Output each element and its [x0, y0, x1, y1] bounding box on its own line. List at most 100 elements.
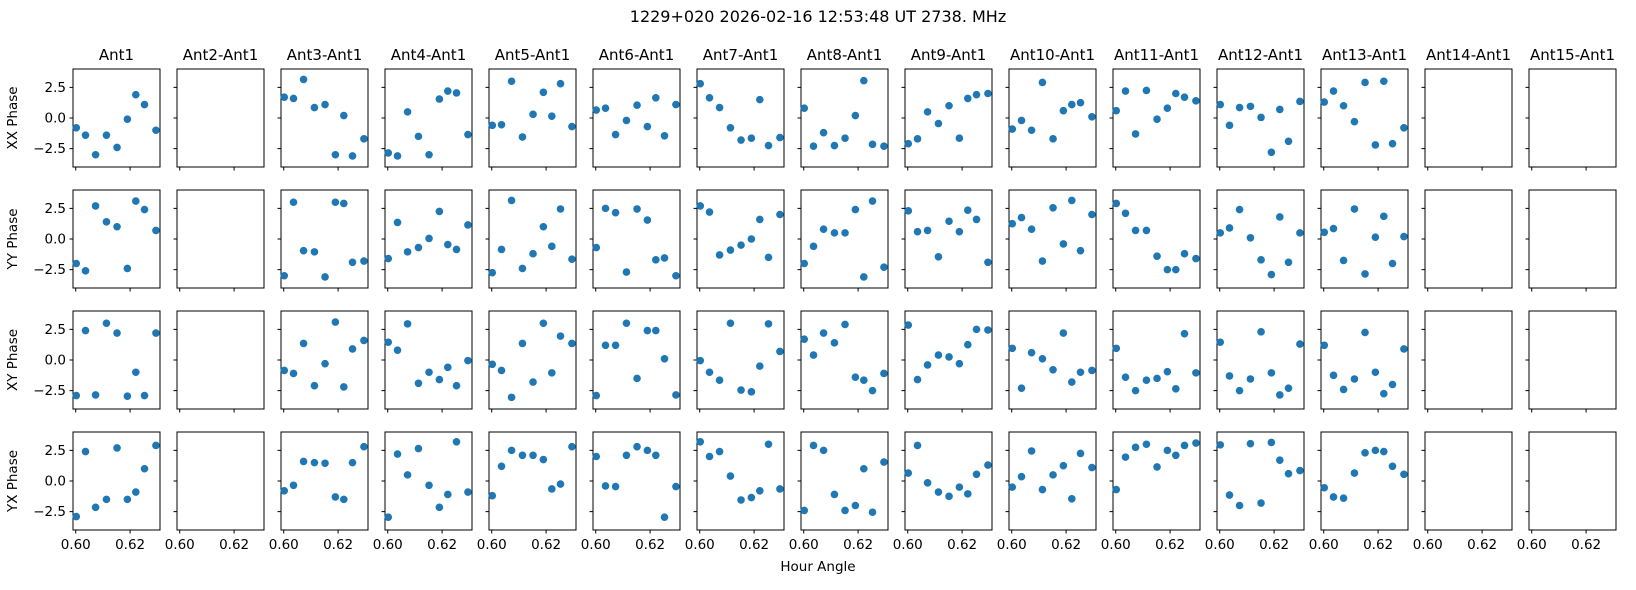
subplot-yx-phase-ant13-ant1: 0.60 0.62 — [1309, 431, 1409, 553]
data-point — [1339, 101, 1348, 110]
data-point — [726, 319, 735, 328]
subplot-xx-phase-ant6-ant1: Ant6-Ant1 — [589, 46, 681, 171]
x-tick-label: 0.62 — [1051, 537, 1081, 553]
x-tick-label: 0.62 — [947, 537, 977, 553]
subplot-frame — [1528, 310, 1617, 410]
data-point — [715, 447, 724, 456]
data-point — [1059, 329, 1068, 337]
subplot-xy-phase-ant7-ant1 — [693, 310, 785, 413]
data-point — [1284, 258, 1293, 267]
subplot-frame — [1320, 431, 1409, 531]
data-point — [984, 461, 992, 469]
data-point — [764, 440, 773, 449]
y-tick-label: 0.0 — [45, 474, 66, 490]
data-point — [1142, 226, 1151, 235]
data-point — [972, 215, 981, 224]
data-point — [672, 100, 680, 109]
data-point — [1235, 103, 1244, 112]
data-point — [747, 235, 756, 243]
data-point — [715, 251, 724, 259]
data-point — [403, 471, 412, 479]
data-point — [776, 210, 784, 219]
row-label-yy-phase: YY Phase — [5, 208, 21, 270]
data-point — [1329, 493, 1338, 501]
data-point — [1192, 254, 1200, 263]
subplot-xx-phase-ant8-ant1: Ant8-Ant1 — [797, 46, 889, 171]
data-point — [1180, 249, 1189, 258]
x-tick-label: 0.60 — [1517, 537, 1547, 553]
data-point — [601, 341, 610, 350]
data-point — [152, 329, 160, 337]
subplot-frame — [1216, 431, 1305, 531]
data-point — [800, 104, 809, 112]
data-point — [652, 451, 660, 460]
data-point — [809, 351, 818, 359]
data-point — [1380, 212, 1388, 221]
data-point — [81, 447, 90, 456]
column-title-ant8-ant1: Ant8-Ant1 — [807, 46, 882, 64]
subplot-frame — [488, 431, 577, 531]
data-point — [425, 150, 433, 159]
data-point — [819, 446, 828, 455]
data-point — [660, 513, 669, 521]
data-point — [321, 100, 329, 109]
data-point — [331, 198, 340, 207]
x-axis-label: Hour Angle — [780, 559, 855, 575]
data-point — [726, 124, 735, 132]
data-point — [384, 149, 393, 157]
data-point — [384, 254, 393, 263]
data-point — [340, 199, 348, 208]
subplot-frame — [1216, 310, 1305, 410]
subplot-frame — [1424, 310, 1513, 410]
subplot-yx-phase-ant15-ant1: 0.60 0.62 — [1517, 431, 1617, 553]
data-point — [1068, 100, 1076, 109]
subplot-yx-phase-ant4-ant1: 0.60 0.62 — [373, 431, 473, 553]
subplot-frame — [1008, 431, 1097, 531]
column-title-ant2-ant1: Ant2-Ant1 — [183, 46, 258, 64]
data-point — [1284, 469, 1293, 478]
data-point — [955, 134, 964, 143]
data-point — [1172, 451, 1180, 460]
data-point — [1131, 386, 1140, 395]
data-point — [913, 375, 922, 384]
data-point — [1088, 463, 1096, 472]
data-point — [964, 340, 972, 349]
data-point — [1216, 441, 1225, 449]
data-point — [1027, 225, 1036, 233]
data-point — [764, 141, 773, 150]
subplot-xy-phase-ant1: 2.5 0.0 −2.5 — [33, 310, 161, 413]
data-point — [113, 329, 121, 337]
y-tick-label: 2.5 — [45, 322, 66, 338]
data-point — [568, 339, 576, 348]
y-tick-label: −2.5 — [33, 262, 66, 278]
data-point — [152, 126, 160, 135]
data-point — [1059, 106, 1068, 115]
data-point — [340, 495, 348, 504]
subplot-xx-phase-ant3-ant1: Ant3-Ant1 — [277, 46, 369, 171]
data-point — [123, 115, 132, 124]
data-point — [444, 490, 452, 499]
subplot-yy-phase-ant6-ant1 — [589, 189, 681, 292]
data-point — [360, 135, 368, 143]
data-point — [488, 268, 497, 277]
data-point — [1257, 113, 1265, 122]
data-point — [1225, 224, 1234, 232]
data-point — [1076, 368, 1085, 377]
data-point — [1153, 463, 1161, 471]
data-point — [507, 77, 516, 86]
subplot-yx-phase-ant12-ant1: 0.60 0.62 — [1205, 431, 1305, 553]
data-point — [819, 128, 828, 137]
data-point — [529, 249, 537, 258]
data-point — [737, 496, 745, 504]
data-point — [809, 142, 818, 150]
data-point — [1276, 456, 1284, 464]
subplot-frame — [1424, 68, 1513, 168]
data-point — [81, 267, 90, 275]
data-point — [72, 512, 81, 521]
data-point — [1038, 78, 1047, 87]
data-point — [913, 227, 922, 236]
x-tick-label: 0.60 — [1413, 537, 1443, 553]
data-point — [393, 450, 402, 458]
subplot-yx-phase-ant11-ant1: 0.60 0.62 — [1101, 431, 1201, 553]
data-point — [860, 376, 868, 385]
